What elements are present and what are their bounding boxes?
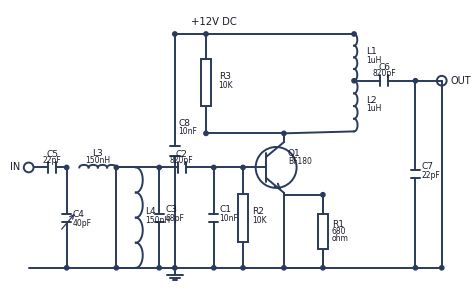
Text: 10nF: 10nF <box>179 127 198 136</box>
Text: L1: L1 <box>366 47 376 56</box>
Circle shape <box>352 32 356 36</box>
Text: +12V DC: +12V DC <box>191 17 237 27</box>
Bar <box>201 59 211 106</box>
Bar <box>318 214 328 249</box>
Circle shape <box>241 266 245 270</box>
Text: C7: C7 <box>421 162 433 171</box>
Text: R1: R1 <box>332 220 344 229</box>
Text: C6: C6 <box>378 63 390 71</box>
Bar <box>238 194 248 242</box>
Circle shape <box>204 32 208 36</box>
Text: 22pF: 22pF <box>421 171 440 180</box>
Text: 1uH: 1uH <box>366 105 381 113</box>
Circle shape <box>64 266 69 270</box>
Circle shape <box>114 165 118 170</box>
Text: 1uH: 1uH <box>366 56 381 65</box>
Text: 10K: 10K <box>252 216 266 225</box>
Text: C3: C3 <box>165 205 177 214</box>
Circle shape <box>114 266 118 270</box>
Circle shape <box>211 165 216 170</box>
Circle shape <box>241 165 245 170</box>
Circle shape <box>157 165 161 170</box>
Text: 10nF: 10nF <box>219 214 238 223</box>
Text: R3: R3 <box>219 72 231 81</box>
Circle shape <box>439 266 444 270</box>
Text: 820pF: 820pF <box>373 69 396 79</box>
Text: 22pF: 22pF <box>43 156 62 165</box>
Text: L2: L2 <box>366 96 376 105</box>
Text: ohm: ohm <box>332 234 348 243</box>
Text: 150nH: 150nH <box>146 216 171 225</box>
Text: R2: R2 <box>252 207 264 216</box>
Text: C2: C2 <box>176 150 188 159</box>
Text: 10K: 10K <box>219 81 233 90</box>
Circle shape <box>321 266 325 270</box>
Circle shape <box>413 79 418 83</box>
Text: OUT: OUT <box>450 76 471 86</box>
Text: C1: C1 <box>219 205 232 214</box>
Text: BF180: BF180 <box>288 157 312 166</box>
Circle shape <box>157 266 161 270</box>
Text: Q1: Q1 <box>288 149 301 158</box>
Text: L3: L3 <box>92 149 103 158</box>
Text: C4: C4 <box>73 210 84 219</box>
Circle shape <box>413 266 418 270</box>
Circle shape <box>64 165 69 170</box>
Text: C8: C8 <box>179 119 191 128</box>
Circle shape <box>352 79 356 83</box>
Text: C5: C5 <box>46 150 58 159</box>
Text: IN: IN <box>9 162 20 173</box>
Text: L4: L4 <box>146 207 156 216</box>
Text: 820pF: 820pF <box>170 156 193 165</box>
Text: 68pF: 68pF <box>165 214 184 223</box>
Circle shape <box>204 131 208 135</box>
Circle shape <box>211 266 216 270</box>
Text: 40pF: 40pF <box>73 219 91 228</box>
Circle shape <box>173 266 177 270</box>
Circle shape <box>321 193 325 197</box>
Circle shape <box>282 266 286 270</box>
Text: 150nH: 150nH <box>85 156 110 165</box>
Text: 680: 680 <box>332 227 346 236</box>
Circle shape <box>173 32 177 36</box>
Circle shape <box>282 131 286 135</box>
